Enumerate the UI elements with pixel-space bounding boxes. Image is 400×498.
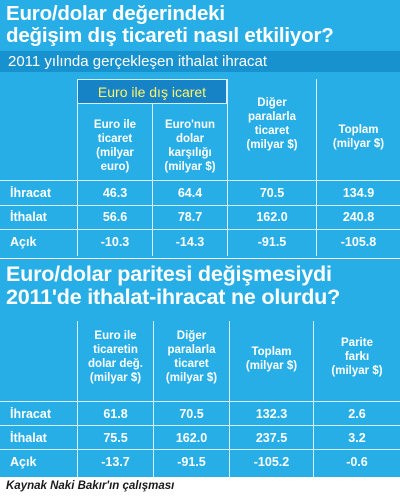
table-cell: -13.7 <box>101 455 130 469</box>
table-cell: 56.6 <box>102 210 128 224</box>
parity-panel: Euro/dolar paritesi değişmesiydi 2011'de… <box>0 259 400 477</box>
column-header-total: Toplam (milyar $) <box>332 124 385 150</box>
table-cell: 61.8 <box>103 407 128 421</box>
column-header-other-currencies: Diğer paralarla ticaret (milyar $) <box>246 97 298 151</box>
table-cell: 70.5 <box>179 407 204 421</box>
table-cell: -10.3 <box>100 235 130 249</box>
row-label-exports: İhracat <box>10 407 51 421</box>
column-header-euro-trade: Euro ile ticaret (milyar euro) <box>93 119 137 173</box>
table-cell: -91.5 <box>177 455 206 469</box>
table-cell: -14.3 <box>175 235 205 249</box>
table-cell: 237.5 <box>255 431 288 445</box>
grid-line <box>0 205 400 206</box>
grid-line <box>153 321 154 477</box>
source-credit: Kaynak Naki Bakır'ın çalışması <box>6 480 175 492</box>
table-cell: 75.5 <box>103 431 128 445</box>
grid-line <box>77 321 78 477</box>
grid-line <box>0 180 400 181</box>
table-cell: -105.8 <box>340 235 377 249</box>
column-header-parity-diff: Parite farkı (milyar $) <box>331 337 383 377</box>
table-cell: -91.5 <box>257 235 287 249</box>
grid-line <box>0 401 400 402</box>
trade-panel-2011: Euro/dolar değerindeki değişim dış ticar… <box>0 0 400 258</box>
row-label-deficit: Açık <box>10 455 37 469</box>
table-cell: 64.4 <box>177 186 203 200</box>
panel1-title-line1: Euro/dolar değerindeki <box>6 2 225 25</box>
euro-group-header-label: Euro ile dış icaret <box>97 84 207 100</box>
grid-line <box>0 449 400 450</box>
table-cell: 2.6 <box>348 407 366 421</box>
table-cell: -105.2 <box>253 455 290 469</box>
table-cell: 240.8 <box>342 210 375 224</box>
panel1-subtitle-band: 2011 yılında gerçekleşen ithalat ihracat <box>0 51 400 72</box>
table-cell: 78.7 <box>177 210 203 224</box>
grid-line <box>313 321 314 477</box>
table-cell: 70.5 <box>259 186 285 200</box>
column-header-other-currencies: Diğer paralarla ticaret (milyar $) <box>165 330 218 384</box>
table-cell: 134.9 <box>342 186 375 200</box>
euro-group-header: Euro ile dış icaret <box>77 79 227 104</box>
panel2-title-line1: Euro/dolar paritesi değişmesiydi <box>6 262 332 286</box>
row-label-exports: İhracat <box>10 186 51 200</box>
table-cell: 46.3 <box>102 186 128 200</box>
row-label-imports: İthalat <box>10 210 47 224</box>
row-label-deficit: Açık <box>10 235 37 249</box>
grid-line <box>316 79 317 256</box>
panel1-subtitle: 2011 yılında gerçekleşen ithalat ihracat <box>8 53 268 70</box>
column-header-euro-dollar: Euro'nun dolar karşılığı (milyar $) <box>164 119 216 173</box>
table-cell: 162.0 <box>256 210 288 224</box>
row-label-imports: İthalat <box>10 431 47 445</box>
panel1-title-line2: değişim dış ticareti nasıl etkiliyor? <box>6 24 334 47</box>
table-cell: 162.0 <box>175 431 208 445</box>
table-cell: 132.3 <box>255 407 288 421</box>
panel2-title-line2: 2011'de ithalat-ihracat ne olurdu? <box>6 285 341 309</box>
grid-line <box>227 79 228 256</box>
grid-line <box>0 425 400 426</box>
table-cell: -0.6 <box>346 455 368 469</box>
column-header-euro-dollar-value: Euro ile ticaretin dolar değ. (milyar $) <box>88 330 143 384</box>
grid-line <box>0 229 400 230</box>
grid-line <box>229 321 230 477</box>
column-header-total: Toplam (milyar $) <box>245 346 298 372</box>
table-cell: 3.2 <box>348 431 366 445</box>
